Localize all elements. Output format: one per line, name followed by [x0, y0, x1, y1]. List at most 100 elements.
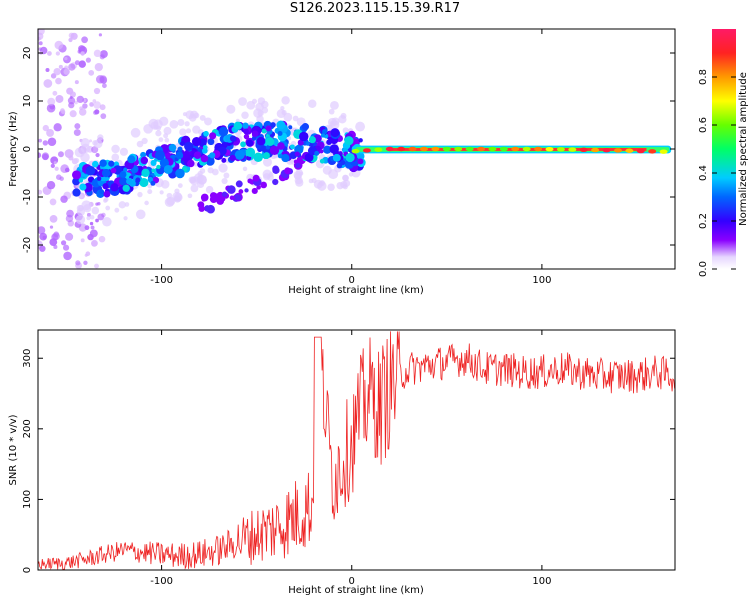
- spectrogram-ridge-blob: [126, 177, 133, 185]
- spectrogram-halo-blob: [281, 96, 290, 105]
- spectrogram-halo-blob: [190, 184, 199, 193]
- spectrogram-noise-blob: [82, 103, 88, 109]
- spectrogram-halo-blob: [286, 135, 292, 141]
- spectrogram-halo-blob: [75, 214, 86, 225]
- spectrogram-halo-blob: [308, 178, 314, 184]
- spectrogram-ridge-blob: [244, 134, 249, 140]
- spectrogram-noise-blob: [55, 51, 61, 56]
- spectrogram-noise-blob: [99, 104, 106, 111]
- spectrogram-halo-blob: [86, 216, 91, 221]
- snr-panel: -100 0 100 0 100 200 300 Height of straight li…: [8, 329, 676, 596]
- spectrogram-noise-blob: [49, 238, 58, 247]
- spectrogram-noise-blob: [38, 41, 43, 46]
- spectrogram-ridge-blob: [202, 144, 208, 150]
- spectrogram-halo-blob: [144, 200, 149, 206]
- y-tick-label: 300: [22, 349, 33, 368]
- spectrogram-ridge-blob: [209, 152, 216, 159]
- spectrogram-halo-blob: [262, 169, 272, 179]
- spectrogram-halo-blob: [185, 128, 192, 134]
- spectrogram-band-blob: [602, 148, 611, 153]
- spectrogram-ridge-blob: [277, 142, 285, 150]
- spectrogram-ridge-blob: [297, 139, 304, 146]
- spectrogram-band-blob: [636, 148, 645, 154]
- spectrogram-halo-blob: [169, 119, 179, 129]
- spectrogram-ylabel: Frequency (Hz): [8, 111, 19, 187]
- spectrogram-ridge-blob: [78, 178, 84, 183]
- spectrogram-noise-blob: [87, 233, 94, 241]
- spectrogram-ridge-blob: [193, 151, 202, 159]
- spectrogram-ridge-blob: [229, 154, 236, 162]
- spectrogram-ridge-blob: [110, 167, 117, 174]
- spectrogram-ridge-blob: [344, 136, 354, 146]
- spectrogram-halo-blob: [188, 176, 196, 184]
- spectrogram-noise-blob: [78, 108, 87, 116]
- spectrogram-ridge-blob: [123, 167, 128, 172]
- spectrogram-ridge-blob: [322, 129, 328, 135]
- spectrogram-ridge-blob: [156, 164, 161, 170]
- spectrogram-ridge-blob: [260, 145, 268, 153]
- y-tick-label: 0: [22, 146, 33, 152]
- spectrogram-ridge-blob: [96, 176, 102, 181]
- spectrogram-noise-blob: [46, 103, 56, 113]
- spectrogram-halo-blob: [103, 197, 109, 202]
- spectrogram-ridge-blob: [269, 145, 280, 156]
- spectrogram-ridge-blob: [234, 150, 245, 160]
- spectrogram-halo-blob: [184, 121, 190, 127]
- spectrogram-noise-blob: [73, 129, 81, 137]
- spectrogram-noise-blob: [99, 54, 105, 60]
- spectrogram-halo-blob: [137, 191, 143, 198]
- spectrogram-halo-blob: [262, 157, 272, 167]
- colorbar-ticks: 0.0 0.2 0.4 0.6 0.8: [698, 69, 736, 277]
- spectrogram-ridge-blob: [276, 120, 286, 130]
- colorbar-tick-label: 0.6: [698, 117, 709, 133]
- spectrogram-noise-blob: [80, 51, 85, 56]
- spectrogram-ridge-blob: [103, 190, 111, 198]
- spectrogram-ridge-blob: [140, 156, 149, 165]
- spectrogram-noise-blob: [74, 80, 79, 85]
- spectrogram-ridge-blob: [119, 177, 128, 186]
- spectrogram-ridge-blob: [329, 144, 339, 154]
- spectrogram-ridge-blob: [319, 158, 325, 164]
- spectrogram-noise-blob: [38, 189, 43, 195]
- spectrogram-noise-blob: [74, 100, 78, 105]
- spectrogram-halo-blob: [111, 144, 120, 154]
- spectrogram-halo-blob: [155, 130, 162, 137]
- spectrogram-noise-blob: [89, 221, 94, 226]
- spectrogram-noise-blob: [70, 32, 78, 40]
- colorbar-tick-label: 0.2: [698, 213, 709, 229]
- spectrogram-noise-blob: [56, 174, 62, 180]
- spectrogram-ridge-blob: [345, 152, 355, 163]
- spectrogram-halo-blob: [147, 183, 153, 189]
- spectrogram-ridge-blob: [221, 157, 227, 163]
- spectrogram-ridge-blob: [79, 183, 87, 191]
- spectrogram-noise-blob: [64, 56, 68, 61]
- spectrogram-branch-blob: [200, 193, 209, 202]
- spectrogram-halo-blob: [251, 98, 258, 104]
- spectrogram-noise-blob: [39, 245, 46, 252]
- spectrogram-halo-blob: [73, 157, 80, 164]
- spectrogram-noise-blob: [91, 146, 99, 154]
- spectrogram-ridge-blob: [218, 126, 229, 137]
- spectrogram-noise-blob: [84, 225, 90, 231]
- spectrogram-branch-blob: [284, 167, 291, 175]
- colorbar-tick-label: 0.0: [698, 261, 709, 277]
- spectrogram-band-blob: [454, 146, 463, 152]
- spectrogram-noise-blob: [61, 109, 66, 115]
- spectrogram-ridge-blob: [305, 141, 310, 146]
- spectrogram-halo-blob: [114, 207, 120, 213]
- spectrogram-ridge-blob: [72, 188, 81, 197]
- spectrogram-halo-blob: [226, 104, 236, 114]
- spectrogram-noise-blob: [95, 152, 100, 158]
- spectrogram-noise-blob: [102, 83, 107, 89]
- spectrogram-ridge-blob: [298, 131, 309, 142]
- spectrogram-ridge-blob: [102, 183, 109, 190]
- spectrogram-noise-blob: [97, 213, 105, 221]
- spectrogram-ridge-blob: [270, 122, 276, 128]
- spectrogram-halo-blob: [187, 193, 193, 199]
- spectrogram-noise-blob: [85, 57, 91, 63]
- spectrogram-ridge-blob: [336, 162, 343, 169]
- spectrogram-noise-blob: [78, 60, 86, 68]
- spectrogram-ridge-blob: [357, 158, 364, 165]
- spectrogram-noise-blob: [91, 239, 98, 247]
- spectrogram-band-blob: [465, 146, 474, 152]
